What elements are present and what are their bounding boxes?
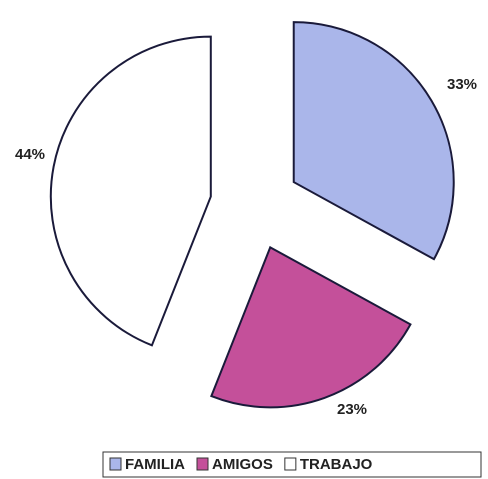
slice-label: 33%	[447, 76, 477, 93]
pie-slice	[210, 245, 412, 409]
slice-label: 23%	[337, 401, 367, 418]
legend-swatch	[109, 457, 122, 471]
legend-label: FAMILIA	[125, 456, 185, 473]
pie-slice	[49, 35, 212, 347]
pie-slice	[292, 21, 455, 261]
legend-label: AMIGOS	[212, 456, 273, 473]
slice-label: 44%	[15, 146, 45, 163]
legend-label: TRABAJO	[300, 456, 373, 473]
legend-swatch	[284, 457, 297, 471]
legend-swatch	[196, 457, 209, 471]
